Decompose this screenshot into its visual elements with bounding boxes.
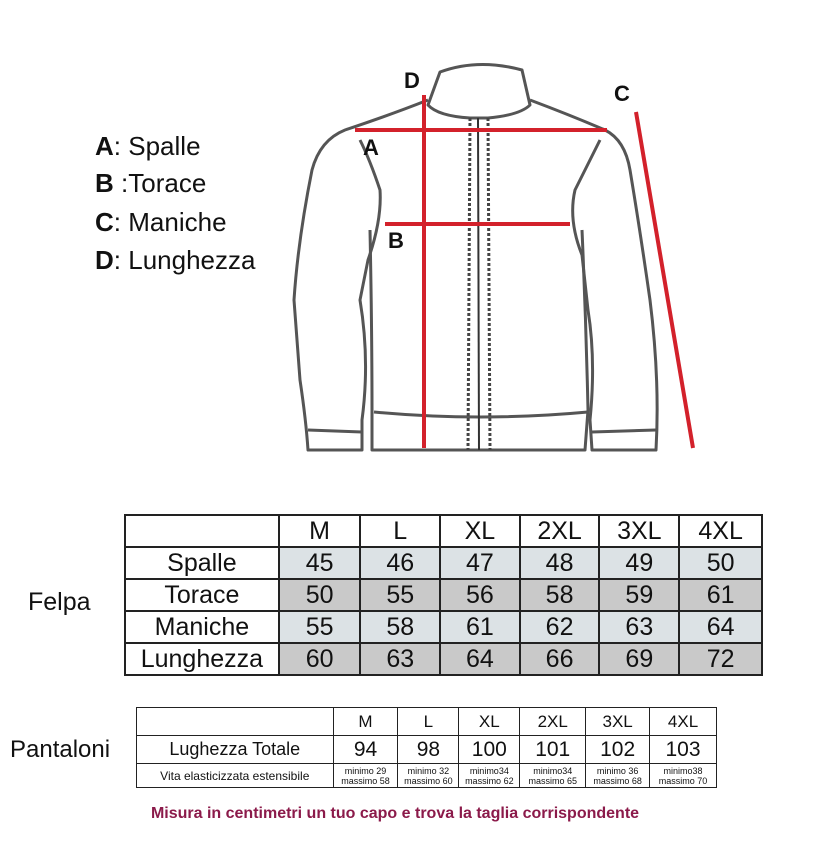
value-cell: 59 (598, 578, 681, 612)
value-cell: minimo34 massimo 65 (519, 763, 587, 788)
row-label: Maniche (124, 610, 280, 644)
size-header: 2XL (518, 514, 601, 548)
value-cell: 47 (439, 546, 521, 580)
value-cell: minimo 32 massimo 60 (397, 763, 460, 788)
size-header: 3XL (598, 514, 681, 548)
value-cell: 62 (518, 610, 601, 644)
pantaloni-title: Pantaloni (10, 736, 111, 763)
size-header: XL (458, 707, 521, 736)
pantaloni-size-table: M L XL 2XL 3XL 4XL Lughezza Totale 94 98… (136, 707, 717, 788)
size-header: M (332, 707, 399, 736)
value-cell: 69 (598, 642, 681, 676)
max-value: massimo 58 (341, 775, 390, 786)
legend-item-c: C: Maniche (95, 207, 227, 237)
label-b: B (388, 228, 404, 253)
size-header: 4XL (678, 514, 763, 548)
value-cell: 63 (359, 642, 442, 676)
row-label: Lughezza Totale (136, 735, 334, 764)
value-cell: 94 (332, 735, 399, 764)
table-row: Lunghezza 60 63 64 66 69 72 (124, 642, 763, 676)
min-value: minimo 32 (407, 765, 450, 776)
felpa-title: Felpa (28, 588, 91, 616)
row-label: Spalle (124, 546, 280, 580)
value-cell: 103 (649, 735, 717, 764)
legend-item-a: A: Spalle (95, 131, 201, 161)
size-header: L (397, 707, 460, 736)
size-header: 3XL (585, 707, 651, 736)
value-cell: 55 (277, 610, 362, 644)
value-cell: 50 (678, 546, 763, 580)
value-cell: 66 (518, 642, 601, 676)
value-cell: 101 (519, 735, 587, 764)
jacket-outline (292, 63, 659, 452)
legend-item-d: D: Lunghezza (95, 245, 256, 275)
value-cell: 50 (277, 578, 362, 612)
size-header: L (359, 514, 442, 548)
value-cell: 102 (585, 735, 651, 764)
min-value: minimo34 (469, 765, 509, 776)
min-value: minimo34 (533, 765, 573, 776)
value-cell: 48 (518, 546, 601, 580)
value-cell: 58 (518, 578, 601, 612)
min-value: minimo 36 (596, 765, 639, 776)
value-cell: 58 (359, 610, 442, 644)
value-cell: 64 (678, 610, 763, 644)
table-row: Maniche 55 58 61 62 63 64 (124, 610, 763, 644)
value-cell: 55 (359, 578, 442, 612)
row-label: Torace (124, 578, 280, 612)
header-row: M L XL 2XL 3XL 4XL (136, 707, 717, 736)
jacket-diagram: D C A B (292, 63, 695, 452)
measurement-lines (355, 95, 695, 449)
value-cell: 45 (277, 546, 362, 580)
value-cell: 72 (678, 642, 763, 676)
empty-cell (124, 514, 280, 548)
min-value: minimo 29 (344, 765, 387, 776)
sleeve-line-c (634, 111, 695, 449)
table-row: Lughezza Totale 94 98 100 101 102 103 (136, 735, 717, 764)
header-row: M L XL 2XL 3XL 4XL (124, 514, 763, 548)
table-row: Torace 50 55 56 58 59 61 (124, 578, 763, 612)
value-cell: 100 (458, 735, 521, 764)
max-value: massimo 65 (528, 775, 577, 786)
size-header: M (277, 514, 362, 548)
value-cell: minimo 29 massimo 58 (332, 763, 399, 788)
felpa-size-table: M L XL 2XL 3XL 4XL Spalle 45 46 47 48 49… (124, 514, 763, 676)
value-cell: 64 (439, 642, 521, 676)
max-value: massimo 70 (658, 775, 708, 786)
value-cell: 98 (397, 735, 460, 764)
value-cell: minimo 36 massimo 68 (585, 763, 651, 788)
size-header: XL (439, 514, 521, 548)
value-cell: 56 (439, 578, 521, 612)
value-cell: 61 (678, 578, 763, 612)
table-row: Vita elasticizzata estensibile minimo 29… (136, 763, 717, 788)
max-value: massimo 68 (593, 775, 642, 786)
value-cell: minimo38 massimo 70 (649, 763, 717, 788)
legend-item-b: B :Torace (95, 168, 207, 198)
footer-note: Misura in centimetri un tuo capo e trova… (150, 805, 640, 822)
label-d: D (404, 68, 420, 93)
value-cell: 61 (439, 610, 521, 644)
empty-cell (136, 707, 334, 736)
value-cell: 60 (277, 642, 362, 676)
label-a: A (363, 135, 379, 160)
max-value: massimo 62 (465, 775, 514, 786)
row-label: Lunghezza (124, 642, 280, 676)
size-header: 2XL (519, 707, 587, 736)
value-cell: 63 (598, 610, 681, 644)
max-value: massimo 60 (404, 775, 453, 786)
value-cell: 46 (359, 546, 442, 580)
value-cell: minimo34 massimo 62 (458, 763, 521, 788)
row-label: Vita elasticizzata estensibile (136, 763, 334, 788)
label-c: C (614, 81, 630, 106)
min-value: minimo38 (663, 765, 703, 776)
table-row: Spalle 45 46 47 48 49 50 (124, 546, 763, 580)
size-header: 4XL (649, 707, 717, 736)
value-cell: 49 (598, 546, 681, 580)
